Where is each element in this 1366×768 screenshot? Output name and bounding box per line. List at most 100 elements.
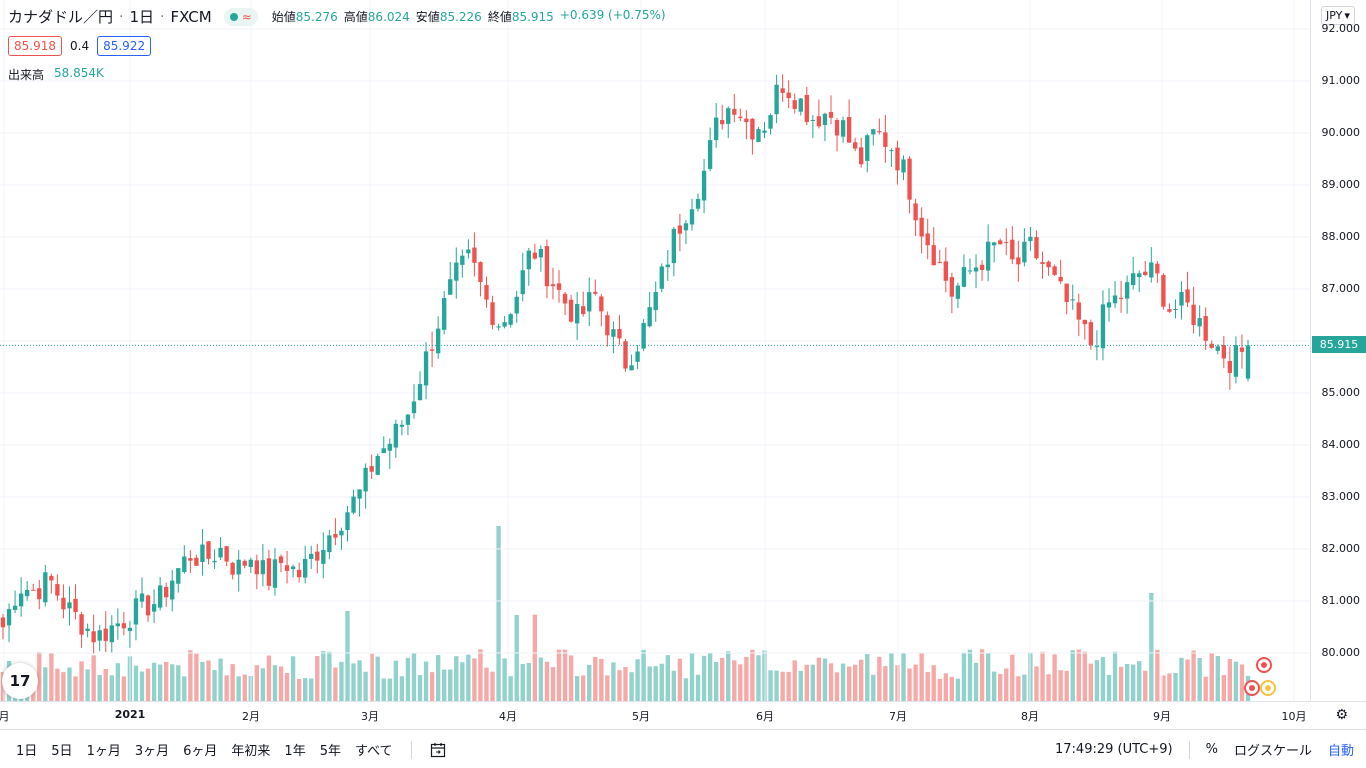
candle-body (1022, 241, 1027, 263)
time-scale[interactable]: 月 2021 2月 3月 4月 5月 6月 7月 8月 9月 10月 ⚙ (0, 701, 1366, 729)
candle-body (91, 631, 96, 643)
candle-body (448, 279, 453, 295)
symbol-legend[interactable]: カナダドル／円 · 1日 · FXCM ≈ 始値85.276 高値86.024 … (8, 6, 666, 27)
range-ytd-button[interactable]: 年初来 (231, 744, 271, 759)
clock-timezone[interactable]: 17:49:29 (UTC+9) (1055, 742, 1173, 757)
range-all-button[interactable]: すべて (354, 744, 393, 759)
chart-pane[interactable]: カナダドル／円 · 1日 · FXCM ≈ 始値85.276 高値86.024 … (0, 0, 1310, 701)
volume-bar (97, 675, 102, 701)
candle-body (345, 512, 350, 531)
candle-body (991, 242, 997, 246)
tradingview-logo-icon[interactable]: 17 (2, 663, 38, 699)
ohlc-low: 安値85.226 (415, 10, 482, 24)
legend-separator: · (160, 8, 165, 25)
candle-body (919, 217, 924, 237)
candle-body (744, 118, 749, 123)
range-5d-button[interactable]: 5日 (51, 744, 73, 759)
candle-body (683, 223, 689, 231)
range-1d-button[interactable]: 1日 (16, 744, 38, 759)
candle-body (18, 593, 24, 607)
symbol-name[interactable]: カナダドル／円 (8, 8, 114, 26)
candle-body (520, 270, 525, 295)
calendar-range-icon[interactable] (430, 742, 446, 758)
volume-bar (883, 666, 888, 701)
volume-bar (496, 526, 501, 701)
volume-bar (218, 658, 223, 701)
candle-body (973, 267, 979, 272)
price-tick-label: 92.000 (1321, 22, 1361, 35)
bid-price-button[interactable]: 85.918 (8, 36, 62, 56)
candle-body (218, 547, 223, 558)
volume-bar (840, 663, 846, 701)
candle-body (1028, 236, 1033, 242)
candle-body (750, 118, 755, 140)
candle-body (417, 384, 423, 401)
volume-bar (206, 660, 211, 701)
candle-body (460, 255, 465, 265)
candle-body (538, 248, 544, 258)
candle-body (6, 609, 12, 626)
candle-body (284, 565, 290, 571)
range-6m-button[interactable]: 6ヶ月 (183, 744, 218, 759)
interval-label[interactable]: 1日 (129, 8, 155, 26)
volume-bar (182, 676, 187, 701)
volume-bar (756, 655, 761, 701)
candle-body (1185, 289, 1190, 303)
event-marker-icon[interactable] (1244, 680, 1260, 696)
range-3m-button[interactable]: 3ヶ月 (134, 744, 170, 759)
time-tick-label: 10月 (1281, 710, 1307, 723)
candle-body (303, 558, 308, 578)
candlestick-chart[interactable] (0, 0, 1310, 701)
volume-legend[interactable]: 出来高 58.854K (8, 66, 104, 83)
auto-scale-button[interactable]: 自動 (1327, 744, 1354, 759)
volume-bar (726, 651, 731, 701)
candle-body (61, 597, 66, 610)
gear-icon[interactable]: ⚙ (1335, 707, 1348, 723)
candle-body (979, 264, 985, 271)
candle-body (1046, 261, 1051, 268)
candle-body (1082, 319, 1087, 325)
market-status-pill[interactable]: ≈ (223, 7, 258, 26)
volume-bar (1124, 663, 1130, 701)
chevron-down-icon: ▾ (1344, 9, 1350, 22)
volume-bar (1076, 649, 1081, 701)
ohlc-open: 始値85.276 (271, 10, 338, 24)
candle-body (1058, 276, 1063, 282)
time-tick-label: 3月 (361, 710, 379, 723)
volume-bar (151, 662, 157, 701)
price-tick-label: 91.000 (1321, 74, 1361, 87)
volume-bar (629, 672, 634, 701)
candle-body (713, 117, 719, 141)
volume-bar (236, 676, 241, 701)
volume-bar (605, 675, 610, 701)
volume-bar (303, 678, 308, 701)
volume-bar (1167, 673, 1172, 701)
candle-body (587, 292, 592, 312)
percent-scale-button[interactable]: % (1205, 742, 1218, 757)
candle-body (623, 341, 628, 369)
currency-selector[interactable]: JPY ▾ (1321, 6, 1355, 25)
ask-price-button[interactable]: 85.922 (97, 36, 152, 56)
candle-body (889, 150, 894, 152)
candle-body (720, 120, 725, 125)
source-label[interactable]: FXCM (170, 7, 212, 26)
volume-bar (121, 676, 127, 701)
range-1m-button[interactable]: 1ヶ月 (86, 744, 121, 759)
candle-body (357, 489, 362, 499)
candle-body (671, 228, 677, 264)
dividend-marker-icon[interactable] (1260, 680, 1276, 696)
candle-body (321, 549, 326, 564)
event-marker-icon[interactable] (1256, 657, 1272, 673)
candle-body (194, 557, 199, 566)
range-5y-button[interactable]: 5年 (319, 744, 341, 759)
candle-body (599, 296, 604, 312)
volume-bar (786, 671, 791, 701)
price-scale[interactable]: JPY ▾ 92.000 91.000 90.000 89.000 88.000 87.0… (1310, 0, 1366, 701)
price-tick-label: 89.000 (1321, 178, 1361, 191)
volume-bar (1137, 661, 1142, 701)
volume-bar (442, 669, 447, 701)
log-scale-button[interactable]: ログスケール (1233, 744, 1312, 759)
ohlc-high: 高値86.024 (343, 10, 410, 24)
candle-body (689, 209, 695, 225)
range-1y-button[interactable]: 1年 (284, 744, 306, 759)
